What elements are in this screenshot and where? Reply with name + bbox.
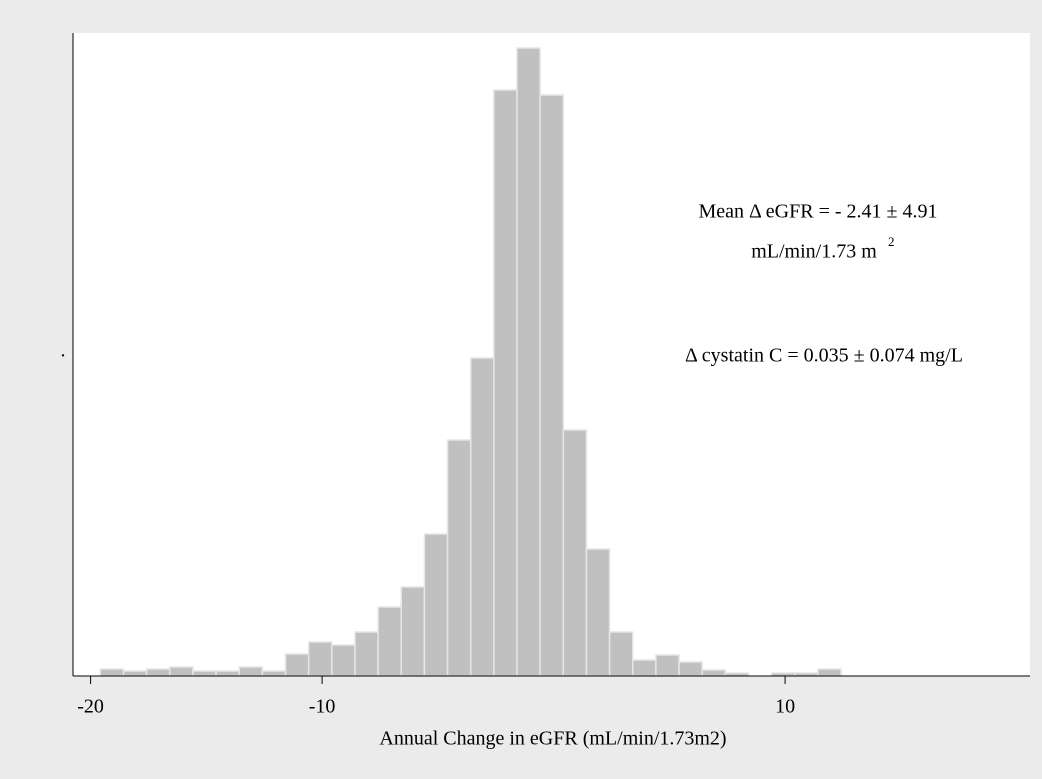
bar — [562, 429, 588, 677]
bar — [307, 641, 333, 677]
bar — [377, 606, 403, 677]
bar — [99, 668, 125, 677]
annotation: Δ cystatin C = 0.035 ± 0.074 mg/L — [685, 345, 963, 367]
bar — [400, 586, 426, 677]
bar — [655, 654, 680, 677]
bar — [423, 533, 449, 677]
x-tick-label: -20 — [77, 696, 104, 718]
bar — [145, 668, 171, 677]
bar — [608, 631, 634, 677]
bar — [632, 659, 657, 677]
y-axis-label: . — [61, 340, 66, 362]
bar — [539, 94, 565, 677]
bar — [469, 357, 495, 677]
x-axis-label: Annual Change in eGFR (mL/min/1.73m2) — [379, 728, 726, 750]
bar — [238, 666, 264, 677]
bar — [446, 439, 472, 677]
bar — [354, 631, 379, 677]
annotation: mL/min/1.73 m — [751, 241, 877, 263]
bar — [261, 670, 287, 677]
bar — [122, 670, 148, 677]
bar — [585, 548, 611, 677]
bar — [215, 670, 240, 677]
x-tick-label: -10 — [309, 696, 336, 718]
annotation: Mean Δ eGFR = - 2.41 ± 4.91 — [699, 201, 938, 223]
bar — [169, 666, 194, 677]
bar — [678, 661, 703, 677]
bar — [701, 669, 727, 677]
bar — [817, 668, 842, 677]
bar — [331, 644, 356, 677]
annotation-superscript: 2 — [888, 234, 895, 249]
bar — [516, 47, 541, 677]
bar — [493, 89, 518, 677]
bar — [284, 653, 310, 677]
bar — [192, 670, 217, 677]
x-tick-label: 10 — [775, 696, 795, 718]
